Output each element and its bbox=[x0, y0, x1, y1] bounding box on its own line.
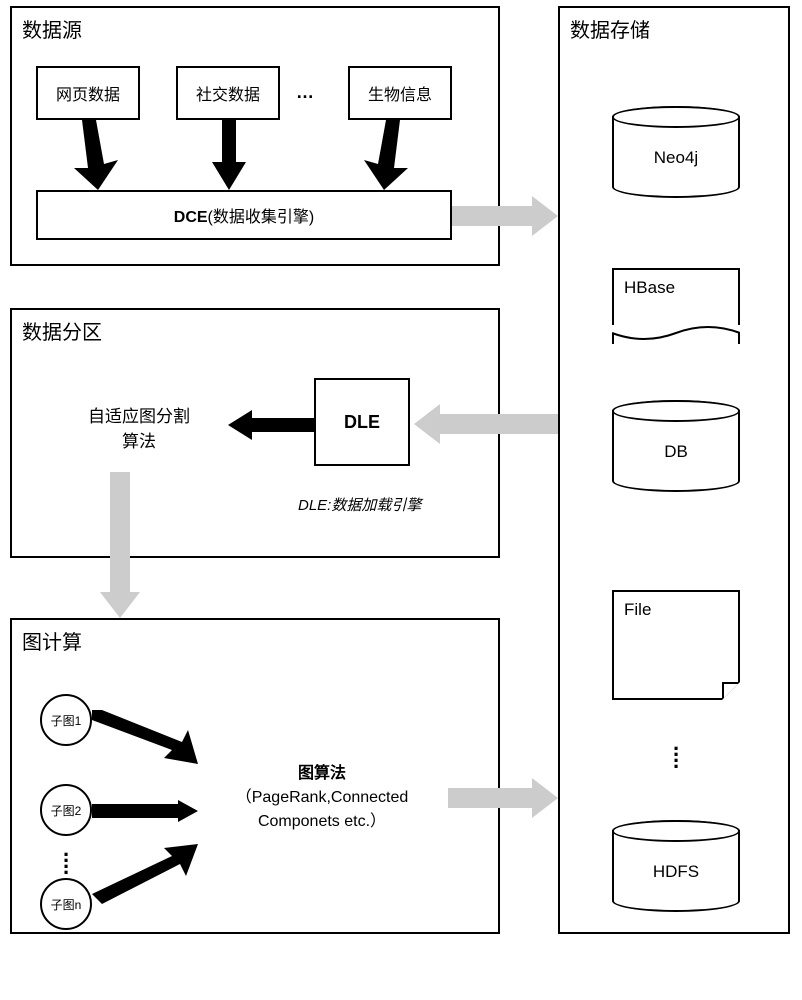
source-web-data: 网页数据 bbox=[36, 66, 140, 120]
data-partition-title: 数据分区 bbox=[22, 316, 102, 345]
dce-box: DCE(数据收集引擎) bbox=[36, 190, 452, 240]
arrow-storage-to-dle bbox=[414, 404, 558, 444]
note-fold-icon bbox=[722, 682, 740, 700]
storage-neo4j: Neo4j bbox=[612, 106, 740, 198]
source-bio-info: 生物信息 bbox=[348, 66, 452, 120]
subgraph-2: 子图2 bbox=[40, 784, 92, 836]
arrow-algo-to-compute bbox=[100, 472, 140, 618]
ellipsis-subgraphs: .... bbox=[56, 846, 76, 870]
storage-db: DB bbox=[612, 400, 740, 492]
source-social-data: 社交数据 bbox=[176, 66, 280, 120]
storage-file: File bbox=[612, 590, 740, 700]
arrow-algo-to-storage bbox=[448, 778, 558, 818]
storage-hdfs: HDFS bbox=[612, 820, 740, 912]
arrow-sub1-to-algo bbox=[92, 710, 198, 764]
storage-hbase: HBase bbox=[612, 268, 740, 344]
graph-compute-title: 图计算 bbox=[22, 626, 82, 655]
dle-note: DLE:数据加载引擎 bbox=[298, 494, 421, 515]
ellipsis-storage: .... bbox=[666, 740, 686, 764]
arrow-social-to-dce bbox=[212, 120, 248, 190]
arrow-web-to-dce bbox=[74, 120, 122, 190]
subgraph-n: 子图n bbox=[40, 878, 92, 930]
arrow-subn-to-algo bbox=[92, 840, 198, 904]
graph-algo-box-text: 图算法 （PageRank,Connected Componets etc.） bbox=[196, 730, 448, 860]
arrow-sub2-to-algo bbox=[92, 800, 198, 822]
arrow-dle-to-algo bbox=[228, 410, 314, 440]
data-storage-title: 数据存储 bbox=[570, 14, 650, 43]
adaptive-algorithm-text: 自适应图分割算法 bbox=[50, 382, 228, 472]
arrow-bio-to-dce bbox=[360, 120, 408, 190]
data-source-title: 数据源 bbox=[22, 14, 82, 43]
dle-box: DLE bbox=[314, 378, 410, 466]
ellipsis-sources: … bbox=[296, 82, 316, 103]
arrow-dce-to-storage bbox=[452, 196, 558, 236]
subgraph-1: 子图1 bbox=[40, 694, 92, 746]
